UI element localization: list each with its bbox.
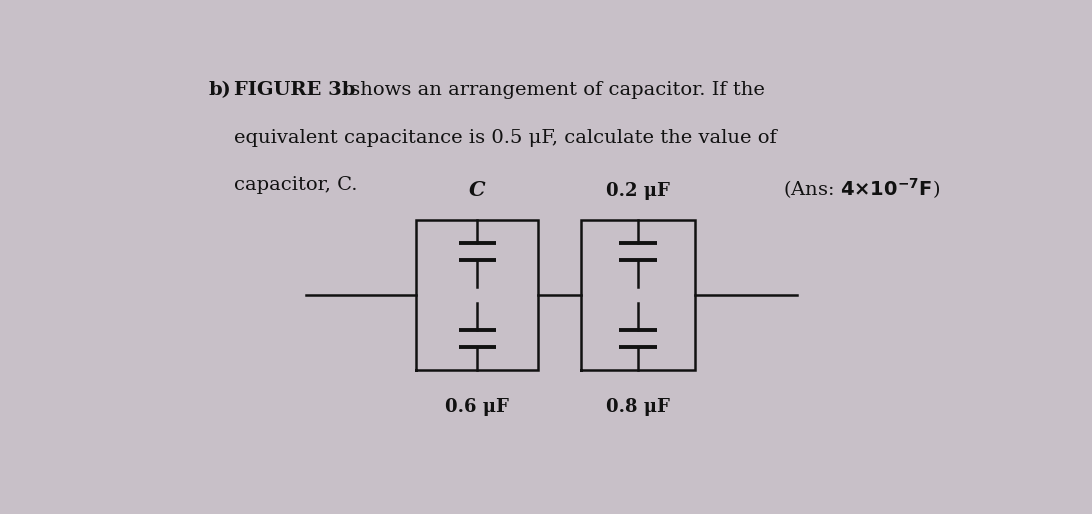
Text: b): b) — [209, 82, 232, 100]
Text: C: C — [468, 180, 486, 200]
Text: 0.2 μF: 0.2 μF — [606, 182, 669, 200]
Text: FIGURE 3b: FIGURE 3b — [234, 82, 355, 100]
Text: equivalent capacitance is 0.5 μF, calculate the value of: equivalent capacitance is 0.5 μF, calcul… — [234, 129, 776, 147]
Text: 0.6 μF: 0.6 μF — [446, 398, 509, 416]
Text: 0.8 μF: 0.8 μF — [606, 398, 669, 416]
Text: capacitor, C.: capacitor, C. — [234, 176, 357, 194]
Text: (Ans: $\mathbf{4{\times}10^{-7}}$$\mathbf{F}$): (Ans: $\mathbf{4{\times}10^{-7}}$$\mathb… — [783, 176, 940, 201]
Text: shows an arrangement of capacitor. If the: shows an arrangement of capacitor. If th… — [344, 82, 764, 100]
